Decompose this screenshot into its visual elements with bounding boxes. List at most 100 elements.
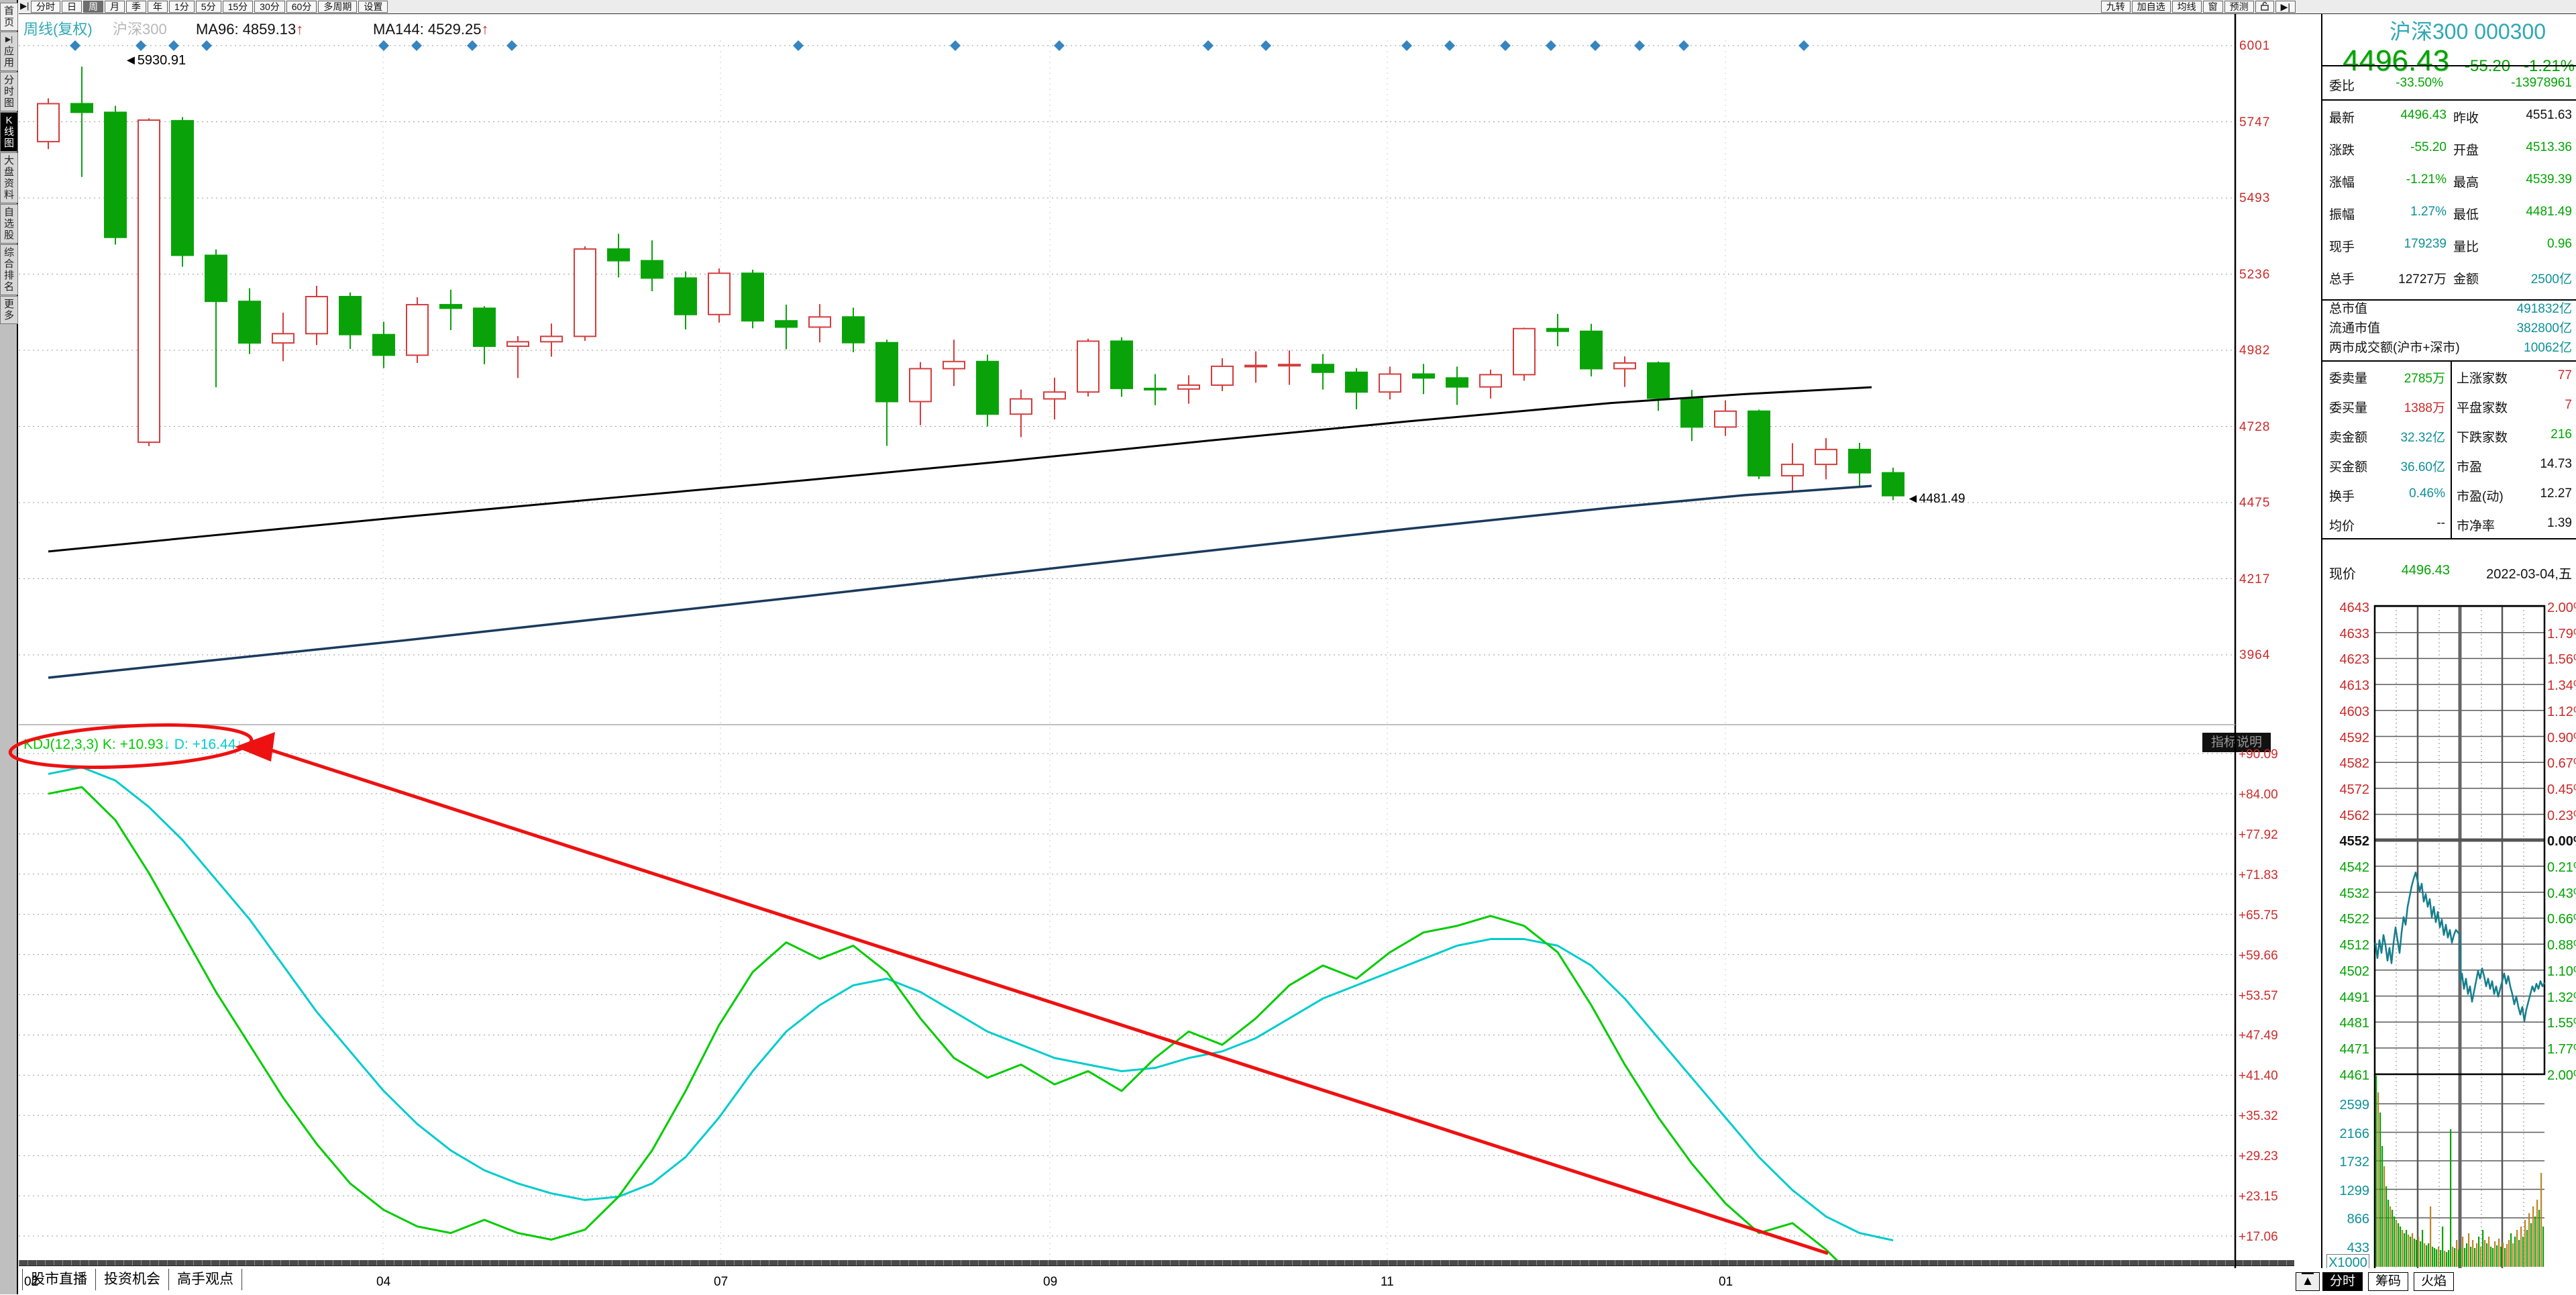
period-button-5分[interactable]: 5分 bbox=[195, 1, 221, 13]
period-button-年[interactable]: 年 bbox=[148, 1, 168, 13]
quote-row-label: 最低 bbox=[2453, 208, 2479, 222]
date-axis-label: 01 bbox=[1719, 1275, 1733, 1289]
mini-pct-label: 1.32% bbox=[2547, 990, 2576, 1005]
sidebar-item-自选股[interactable]: 自选股 bbox=[0, 204, 18, 244]
quote-row-label: 市净率 bbox=[2457, 519, 2496, 533]
period-button-月[interactable]: 月 bbox=[105, 1, 125, 13]
period-button-60分[interactable]: 60分 bbox=[286, 1, 317, 13]
quote-row-label: 两市成交额(沪市+深市) bbox=[2329, 341, 2460, 355]
mini-volume-label: 433 bbox=[2347, 1240, 2369, 1255]
quote-row-label: 流通市值 bbox=[2329, 321, 2381, 335]
panel-expand-icon[interactable]: ▲ bbox=[2296, 1272, 2320, 1291]
quote-row-label: 开盘 bbox=[2453, 144, 2479, 158]
quote-row-label: 上涨家数 bbox=[2457, 372, 2508, 386]
bottom-tab-股市直播[interactable]: 股市直播 bbox=[23, 1269, 96, 1290]
mini-pct-label: 0.23% bbox=[2547, 808, 2576, 823]
period-button-多周期[interactable]: 多周期 bbox=[318, 1, 358, 13]
toolbar-button-九转[interactable]: 九转 bbox=[2100, 1, 2131, 13]
sidebar-item-分时图[interactable]: 分时图 bbox=[0, 72, 18, 111]
mini-tab-分时[interactable]: 分时 bbox=[2322, 1272, 2363, 1291]
quote-row-value: -33.50% bbox=[2396, 76, 2443, 90]
mini-price-label: 4502 bbox=[2339, 964, 2370, 979]
quote-row-value: 1388万 bbox=[2404, 401, 2445, 415]
date-axis-label: 02 bbox=[24, 1275, 39, 1289]
quote-change: -55.20 bbox=[2465, 57, 2511, 75]
up-arrow-icon: ↑ bbox=[296, 21, 304, 38]
quote-row-label: 换手 bbox=[2329, 490, 2355, 504]
mini-volume-label: 1732 bbox=[2339, 1155, 2370, 1170]
mini-volume-label: 2599 bbox=[2339, 1098, 2370, 1112]
mini-pct-label: 1.56% bbox=[2547, 652, 2576, 668]
mini-pct-label: 1.55% bbox=[2547, 1016, 2576, 1031]
mini-price-label: 4532 bbox=[2339, 886, 2370, 901]
mini-price-label: 4481 bbox=[2339, 1016, 2370, 1031]
mini-pct-label: 0.90% bbox=[2547, 730, 2576, 745]
lock-icon[interactable] bbox=[2255, 1, 2274, 13]
quote-row-label: 总手 bbox=[2329, 272, 2355, 287]
period-button-设置[interactable]: 设置 bbox=[358, 1, 388, 13]
period-button-15分[interactable]: 15分 bbox=[222, 1, 254, 13]
sidebar-item-首页[interactable]: 首页 bbox=[0, 3, 18, 31]
kdj-axis-label: +17.06 bbox=[2239, 1230, 2278, 1245]
mini-pct-label: 0.45% bbox=[2547, 782, 2576, 797]
quote-row-value: -55.20 bbox=[2410, 140, 2447, 154]
mini-price-label: 4633 bbox=[2339, 626, 2370, 641]
mini-pct-label: 0.21% bbox=[2547, 860, 2576, 875]
quote-row-value: -- bbox=[2436, 516, 2445, 530]
quote-row-value: 179239 bbox=[2404, 237, 2447, 251]
mini-tab-火焰[interactable]: 火焰 bbox=[2414, 1272, 2454, 1291]
mini-tab-筹码[interactable]: 筹码 bbox=[2368, 1272, 2408, 1291]
spot-date: 2022-03-04,五 bbox=[2486, 567, 2572, 582]
last-low-label: ◄4481.49 bbox=[1907, 492, 1966, 506]
period-button-1分[interactable]: 1分 bbox=[169, 1, 195, 13]
indicator-note-button[interactable]: 指标说明 bbox=[2202, 733, 2271, 754]
down-arrow-icon: ↓ bbox=[235, 737, 243, 752]
quote-row-value: 36.60亿 bbox=[2400, 460, 2445, 474]
chart-legend-ma144: MA144: 4529.25↑ bbox=[373, 21, 489, 38]
down-arrow-icon: ↓ bbox=[163, 737, 170, 752]
kdj-axis-label: +71.83 bbox=[2239, 868, 2278, 882]
quote-change-pct: -1.21% bbox=[2524, 57, 2575, 75]
mini-pct-label: 1.12% bbox=[2547, 704, 2576, 719]
bottom-tab-高手观点[interactable]: 高手观点 bbox=[169, 1269, 242, 1290]
chart-legend-ma96: MA96: 4859.13↑ bbox=[196, 21, 304, 38]
kdj-d-value: D: +16.44 bbox=[174, 737, 236, 752]
period-button-季[interactable]: 季 bbox=[126, 1, 146, 13]
toolbar-button-窗[interactable]: 窗 bbox=[2202, 1, 2223, 13]
mini-price-label: 4491 bbox=[2339, 990, 2370, 1005]
period-button-分时[interactable]: 分时 bbox=[31, 1, 60, 13]
period-button-周[interactable]: 周 bbox=[83, 1, 103, 13]
sidebar-item-更多[interactable]: 更多 bbox=[0, 296, 18, 324]
mini-pct-label: 2.00% bbox=[2547, 1068, 2576, 1083]
quote-row-label: 最新 bbox=[2329, 111, 2355, 125]
quote-row-label: 金额 bbox=[2453, 272, 2479, 287]
kdj-axis-label: +65.75 bbox=[2239, 908, 2278, 923]
toolbar-button-加自选[interactable]: 加自选 bbox=[2131, 1, 2171, 13]
toolbar-button-预测[interactable]: 预测 bbox=[2224, 1, 2254, 13]
kdj-legend: KDJ(12,3,3) K: +10.93↓ D: +16.44↓ bbox=[23, 737, 243, 752]
quote-row-label: 平盘家数 bbox=[2457, 401, 2508, 415]
quote-row-value: 382800亿 bbox=[2516, 321, 2572, 335]
sidebar-item-大盘资料[interactable]: 大盘资料 bbox=[0, 152, 18, 203]
quote-row-label: 昨收 bbox=[2453, 111, 2479, 125]
quote-row-value: 10062亿 bbox=[2524, 341, 2572, 355]
price-axis-label: 5747 bbox=[2239, 115, 2271, 130]
collapse-right-icon[interactable]: ▶| bbox=[2275, 1, 2296, 13]
toolbar-button-均线[interactable]: 均线 bbox=[2171, 1, 2202, 13]
play-icon: ▶| bbox=[5, 36, 13, 44]
period-button-30分[interactable]: 30分 bbox=[254, 1, 285, 13]
sidebar-item-应用[interactable]: ▶| 应用 bbox=[0, 32, 18, 71]
date-axis-label: 04 bbox=[376, 1275, 391, 1289]
mini-price-label: 4471 bbox=[2339, 1041, 2370, 1057]
mini-pct-label: 1.77% bbox=[2547, 1041, 2576, 1057]
bottom-tab-投资机会[interactable]: 投资机会 bbox=[96, 1269, 169, 1290]
period-button-日[interactable]: 日 bbox=[62, 1, 82, 13]
quote-row-value: 0.46% bbox=[2409, 486, 2445, 501]
collapse-left-icon[interactable]: ▶| bbox=[20, 1, 30, 11]
sidebar-item-综合排名[interactable]: 综合排名 bbox=[0, 244, 18, 295]
time-axis-strip[interactable] bbox=[19, 1260, 2294, 1265]
kdj-axis-label: +47.49 bbox=[2239, 1029, 2278, 1043]
chart-legend-symbol: 沪深300 bbox=[113, 21, 167, 38]
quote-row-label: 市盈 bbox=[2457, 460, 2483, 474]
